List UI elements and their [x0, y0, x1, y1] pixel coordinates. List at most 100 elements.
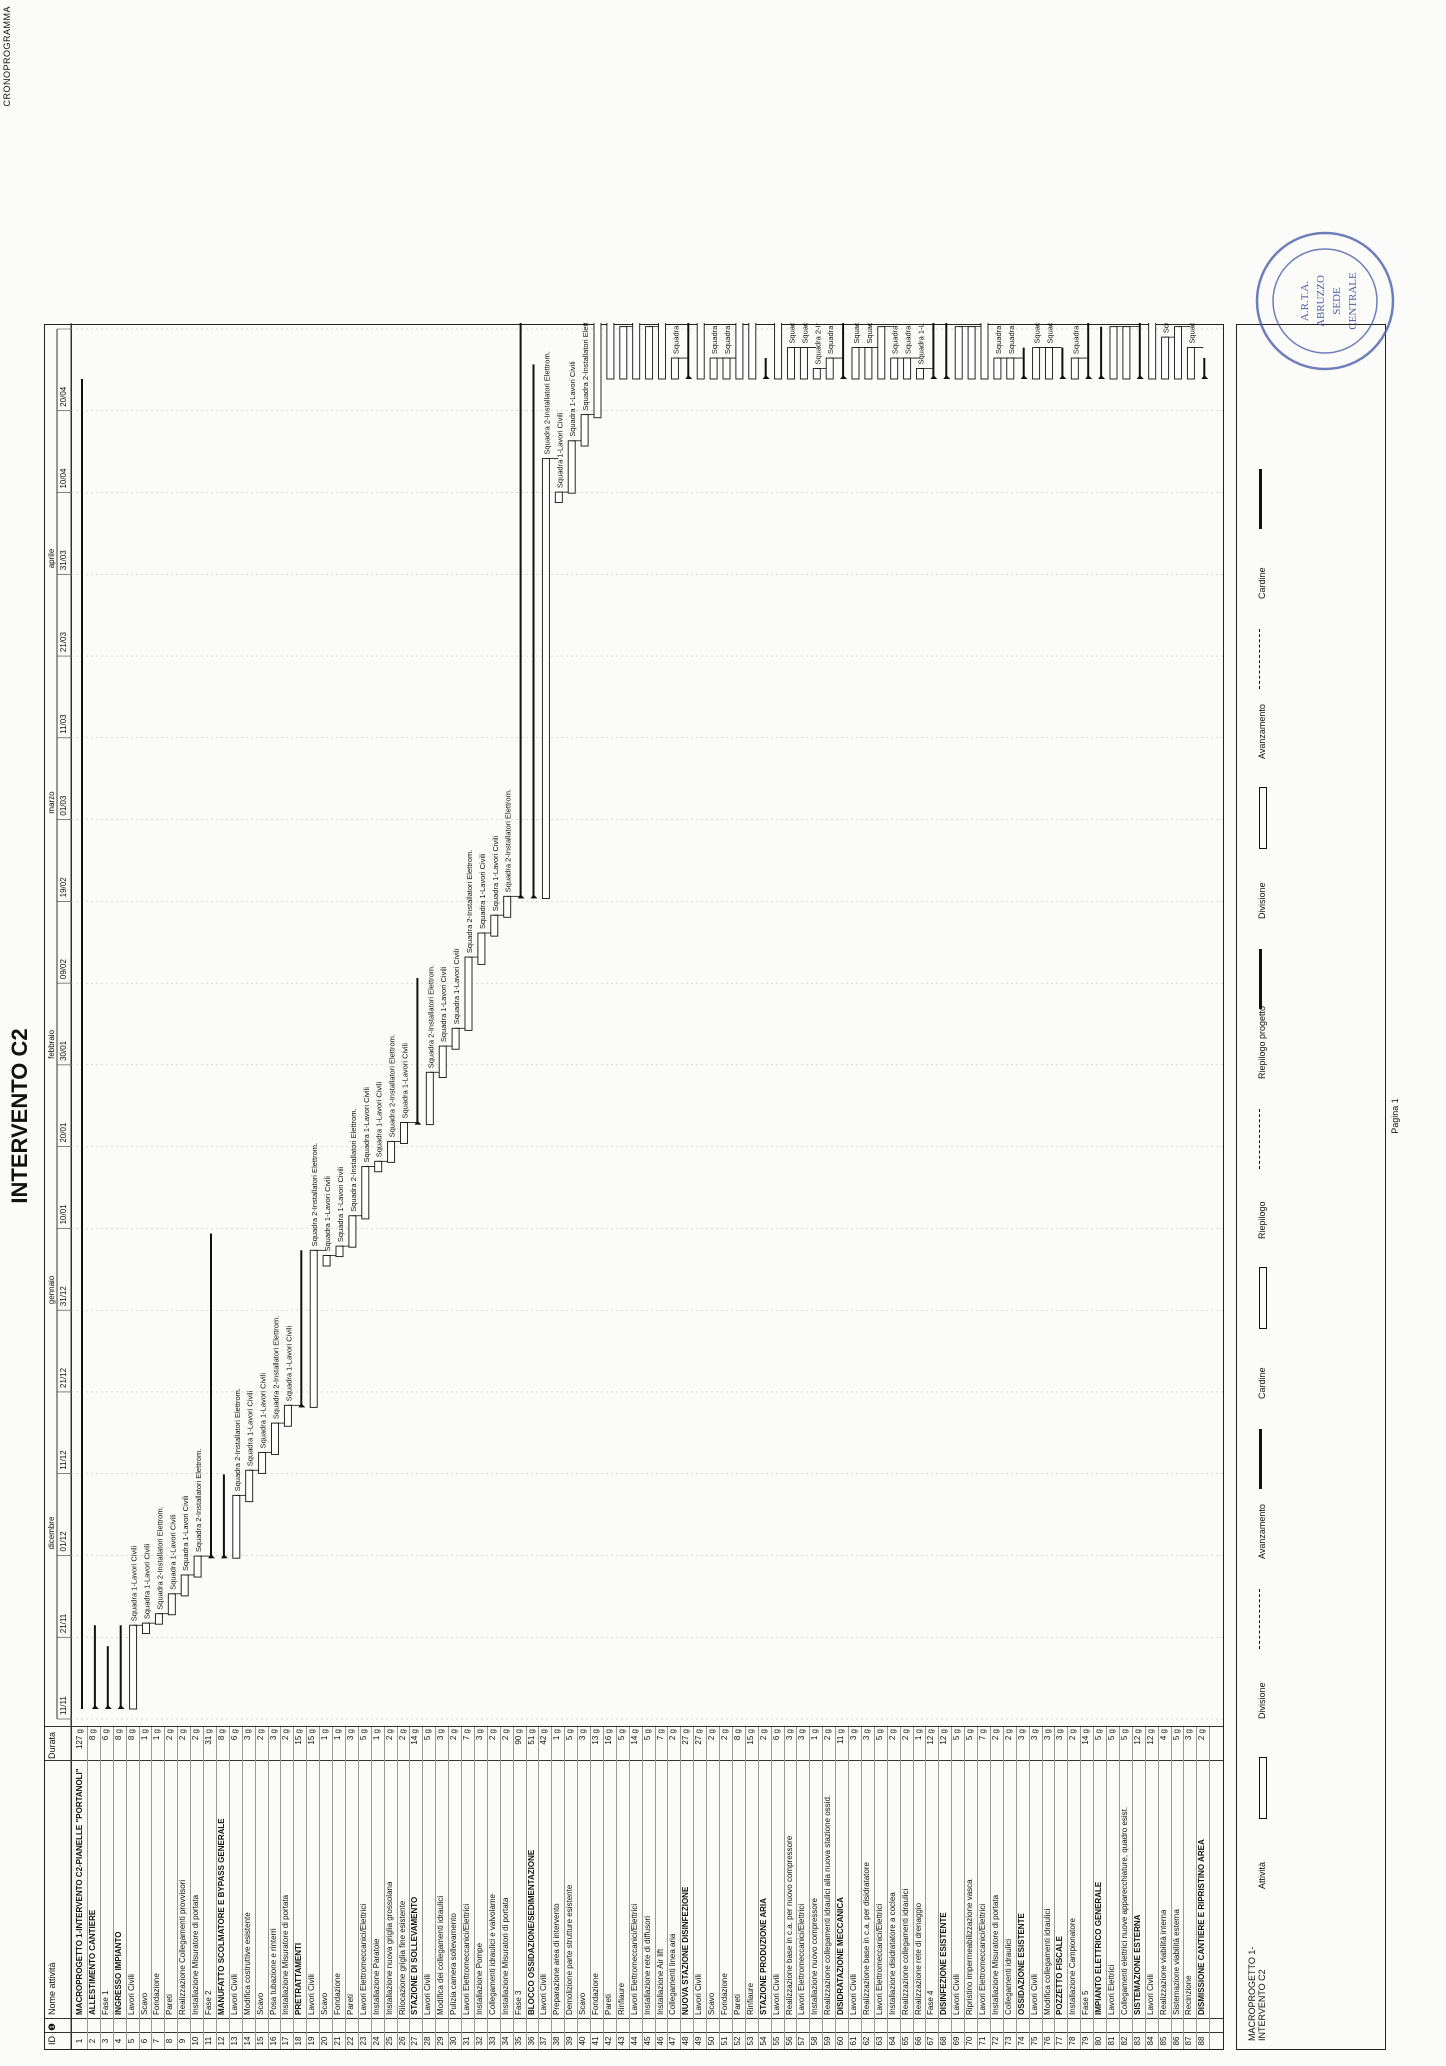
- task-bar: [967, 326, 976, 380]
- legend-swatch: [1259, 469, 1268, 529]
- bar-resource-label: Squadra 1-Lavori Civili: [1033, 323, 1042, 344]
- legend-swatch: [1259, 1589, 1266, 1649]
- task-bar: [877, 326, 886, 380]
- task-bar: [180, 1574, 189, 1597]
- bar-resource-label: Squadra 1-Lavori Civili: [826, 323, 835, 354]
- summary-cap: [117, 1705, 125, 1709]
- bar-resource-label: Squadra 1-Lavori Civili: [401, 1043, 410, 1119]
- task-bar: [1122, 326, 1131, 380]
- legend-swatch: [1259, 629, 1266, 689]
- legend-item: Avanzamento: [1257, 1504, 1267, 1559]
- bar-resource-label: Squadra 1-Lavori Civili: [168, 1514, 177, 1590]
- bar-resource-label: Squadra 2-Installatori Elettrom.: [504, 789, 513, 892]
- bar-resource-label: Squadra 1-Lavori Civili: [246, 1390, 255, 1466]
- bar-resource-label: Squadra 1-Lavori Civili: [143, 1543, 152, 1619]
- bar-resource-label: Squadra 1-Lavori Civili: [710, 323, 719, 354]
- bar-resource-label: Squadra 1-Lavori Civili: [491, 835, 500, 911]
- legend-swatch: [1259, 1267, 1267, 1329]
- task-bar: [322, 1255, 331, 1267]
- task-bar: [541, 458, 550, 899]
- legend-swatch: [1259, 949, 1268, 1009]
- task-bar: [980, 323, 989, 380]
- summary-cap: [220, 1554, 228, 1559]
- summary-cap: [685, 375, 693, 379]
- task-bar: [722, 357, 731, 380]
- bar-resource-label: Squadra 1-Lavori Civili: [375, 1082, 384, 1158]
- task-bar: [258, 1451, 267, 1474]
- summary-cap: [104, 1705, 112, 1709]
- bar-resource-label: Squadra 1-Lavori Civili: [800, 323, 809, 344]
- legend-box: MACROPROGETTO 1-INTERVENTO C2 Attività Di…: [1236, 324, 1386, 2050]
- task-bar: [774, 323, 783, 380]
- task-bar: [903, 357, 912, 380]
- document-title: INTERVENTO C2: [7, 1028, 32, 1204]
- legend-item: Attività: [1257, 1861, 1267, 1889]
- bar-resource-label: Squadra 1-Lavori Civili: [336, 1166, 345, 1242]
- summary-cap: [1085, 375, 1093, 379]
- legend-item: Divisione: [1257, 882, 1267, 919]
- stamp-line3: SEDE: [1331, 287, 1343, 315]
- bar-resource-label: Squadra 1-Lavori Civili: [478, 853, 487, 929]
- bar-resource-label: Squadra 1-Lavori Civili: [788, 323, 797, 344]
- bar-resource-label: Squadra 1-Lavori Civili: [671, 323, 680, 354]
- bar-resource-label: Squadra 2-Installatori Elettrom.: [813, 323, 822, 365]
- bar-resource-label: Squadra 1-Lavori Civili: [284, 1326, 293, 1402]
- task-bar: [632, 323, 641, 380]
- legend-item: Riepilogo progetto: [1257, 1005, 1267, 1079]
- bar-resource-label: Squadra 1-Lavori Civili: [865, 323, 874, 344]
- bar-resource-label: Squadra 1-Lavori Civili: [1071, 323, 1080, 354]
- task-bar: [851, 347, 860, 380]
- legend-swatch: [1259, 787, 1267, 849]
- bar-resource-label: Squadra 2-Installatori Elettrom.: [1046, 323, 1055, 344]
- task-bar: [271, 1422, 279, 1455]
- task-bar: [864, 347, 873, 380]
- summary-cap: [414, 1120, 422, 1125]
- task-bar: [451, 1027, 460, 1050]
- task-bar: [142, 1622, 150, 1635]
- summary-cap: [930, 375, 938, 379]
- task-bar: [1161, 336, 1170, 380]
- summary-cap: [943, 375, 951, 379]
- legend-project-label: MACROPROGETTO 1-INTERVENTO C2: [1247, 1946, 1267, 2041]
- legend-item: Riepilogo: [1257, 1201, 1267, 1239]
- task-bar: [1186, 347, 1195, 380]
- task-bar: [167, 1593, 176, 1616]
- official-stamp: A.R.T.A. ABRUZZO SEDE CENTRALE: [1255, 231, 1395, 371]
- task-bar: [825, 357, 834, 380]
- task-bar: [1006, 357, 1015, 380]
- bar-resource-label: Squadra 1-Lavori Civili: [362, 1087, 371, 1163]
- summary-cap: [517, 894, 525, 899]
- task-bar: [1148, 323, 1157, 380]
- bar-resource-label: Squadra 2-Installatori Elettrom.: [194, 1449, 203, 1552]
- task-bar: [890, 357, 899, 380]
- task-bar: [361, 1166, 370, 1220]
- task-bar: [993, 357, 1002, 380]
- bar-resource-label: Squadra 2-Installatori Elettrom.: [852, 323, 861, 344]
- task-bar: [464, 956, 473, 1031]
- summary-cap: [1098, 375, 1106, 379]
- task-bar: [954, 326, 963, 380]
- bar-resource-label: Squadra 2-Installatori Elettrom.: [426, 965, 435, 1068]
- bar-resource-label: Squadra 2-Installatori Elettrom.: [388, 1034, 397, 1137]
- summary-cap: [530, 894, 538, 899]
- summary-cap: [208, 1554, 215, 1559]
- task-bar: [735, 323, 744, 380]
- summary-cap: [91, 1705, 99, 1709]
- bar-resource-label: Squadra 1-Lavori Civili: [130, 1545, 139, 1621]
- task-bar: [348, 1215, 357, 1248]
- summary-cap: [840, 375, 848, 379]
- task-bar: [438, 1045, 447, 1078]
- task-bar: [580, 414, 589, 447]
- bar-resource-label: Squadra 2-Installatori Elettrom.: [465, 850, 474, 953]
- task-bar: [645, 326, 654, 380]
- bar-resource-label: Squadra 1-Lavori Civili: [181, 1495, 190, 1571]
- summary-cap: [298, 1403, 306, 1408]
- bar-resource-label: Squadra 2-Installatori Elettrom.: [310, 1143, 319, 1246]
- task-bar: [193, 1555, 202, 1578]
- bar-resource-label: Squadra 2-Installatori Elettrom.: [233, 1388, 242, 1491]
- task-bar: [129, 1624, 138, 1710]
- bar-resource-label: Squadra 2-Installatori Elettrom.: [272, 1316, 281, 1419]
- task-bar: [787, 347, 795, 380]
- stamp-line4: CENTRALE: [1347, 272, 1359, 330]
